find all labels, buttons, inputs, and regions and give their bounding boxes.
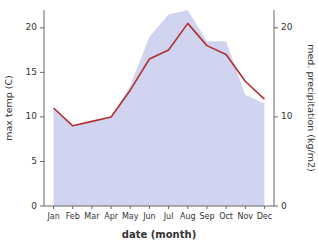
chart: 0 5 10 15 20 0 10 20 Jan Feb Mar AprMayJun Jul AugSep… [0, 0, 318, 244]
tick [264, 206, 265, 209]
tick-label: Sep [199, 212, 214, 221]
tick [274, 116, 278, 117]
tick [53, 206, 54, 209]
y2-axis-title: med. precipitation (kg/m2) [306, 44, 317, 171]
tick-label: Feb [66, 212, 80, 221]
tick-label: Jan [46, 212, 59, 221]
tick-label: 10 [281, 111, 293, 121]
tick-label: May [122, 212, 139, 221]
tick-label: 0 [281, 201, 287, 211]
y2-axis-line [274, 10, 275, 206]
tick [40, 72, 44, 73]
tick-label: Nov [237, 212, 253, 221]
x-axis-title: date (month) [122, 229, 196, 240]
tick [187, 206, 188, 209]
tick [168, 206, 169, 209]
tick [111, 206, 112, 209]
tick [40, 27, 44, 28]
x-axis-line [44, 206, 274, 207]
tick-label: Mar [84, 212, 100, 221]
line [54, 23, 265, 125]
tick [274, 27, 278, 28]
tick-label: Jun [142, 212, 156, 221]
tick-label: 20 [26, 22, 38, 32]
tick-label: 5 [31, 156, 37, 166]
tick [91, 206, 92, 209]
tick-label: 10 [26, 111, 38, 121]
tick [72, 206, 73, 209]
y-axis-line [44, 10, 45, 206]
tick [245, 206, 246, 209]
tick-label: Dec [257, 212, 272, 221]
tick-label: Aug [180, 212, 196, 221]
tick [130, 206, 131, 209]
tick-label: 20 [281, 22, 293, 32]
tick-label: 0 [31, 201, 37, 211]
tick [40, 116, 44, 117]
tick [226, 206, 227, 209]
tick-label: 15 [26, 67, 37, 77]
tick-label: Jul [163, 212, 174, 221]
tick-label: Apr [104, 212, 119, 221]
tick [40, 206, 44, 207]
area [54, 10, 265, 206]
tick-label: Oct [219, 212, 233, 221]
tick [274, 206, 278, 207]
plot-area [54, 10, 265, 206]
tick [206, 206, 207, 209]
tick [149, 206, 150, 209]
page: {"chart_data": {"type": "line", "categor… [0, 0, 318, 244]
y-axis-title: max temp (C) [3, 75, 14, 141]
tick [40, 161, 44, 162]
